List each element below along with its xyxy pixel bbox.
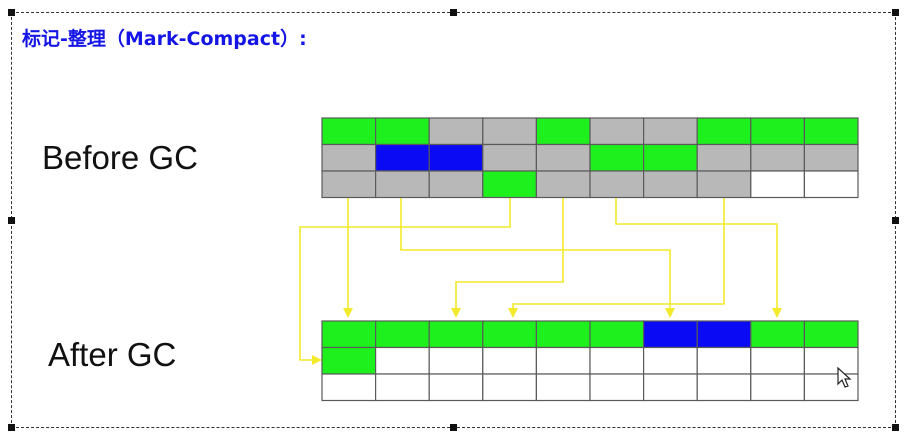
- after-cell-live: [428, 320, 484, 349]
- mouse-pointer-icon: [837, 366, 852, 388]
- before-cell-free: [803, 170, 859, 199]
- before-cell-live: [375, 117, 430, 146]
- before-cell-dead: [803, 143, 859, 172]
- before-cell-dead: [750, 143, 805, 172]
- after-cell-free: [696, 373, 752, 402]
- after-cell-live: [535, 320, 591, 349]
- before-cell-live-large: [428, 143, 484, 172]
- after-cell-free: [589, 373, 645, 402]
- after-cell-free: [482, 373, 537, 402]
- resize-handle-top-right[interactable]: [892, 9, 899, 16]
- before-cell-dead: [642, 117, 698, 146]
- resize-handle-middle-right[interactable]: [892, 217, 899, 224]
- after-cell-free: [321, 373, 377, 402]
- after-cell-free: [375, 373, 430, 402]
- after-cell-free: [482, 346, 537, 375]
- after-cell-free: [375, 346, 430, 375]
- after-cell-free: [803, 346, 859, 375]
- move-arrow-2-head: [665, 308, 675, 318]
- before-cell-dead: [428, 117, 484, 146]
- move-arrow-5-head: [772, 308, 782, 318]
- before-cell-dead: [535, 170, 591, 199]
- move-arrow-3: [299, 198, 511, 361]
- after-cell-live: [803, 320, 859, 349]
- resize-handle-bottom-left[interactable]: [8, 424, 15, 431]
- move-arrow-6-head: [508, 308, 518, 318]
- page-title: 标记-整理（Mark-Compact）:: [22, 28, 307, 50]
- before-cell-dead: [696, 170, 752, 199]
- before-cell-dead: [535, 143, 591, 172]
- after-cell-free: [535, 373, 591, 402]
- after-cell-live: [321, 320, 377, 349]
- before-cell-dead: [589, 117, 645, 146]
- before-gc-label: Before GC: [42, 139, 198, 176]
- after-cell-live-large: [696, 320, 752, 349]
- before-cell-live: [482, 170, 537, 199]
- resize-handle-middle-left[interactable]: [8, 217, 15, 224]
- before-cell-live: [750, 117, 805, 146]
- before-cell-live: [803, 117, 859, 146]
- heap-before-grid: [321, 117, 859, 199]
- after-cell-free: [428, 373, 484, 402]
- move-arrow-4: [455, 145, 564, 310]
- after-cell-live: [375, 320, 430, 349]
- move-arrow-6: [512, 145, 725, 310]
- after-cell-live: [321, 346, 377, 375]
- before-cell-live: [696, 117, 752, 146]
- after-cell-free: [589, 346, 645, 375]
- after-cell-free: [750, 373, 805, 402]
- before-cell-dead: [375, 170, 430, 199]
- before-cell-dead: [696, 143, 752, 172]
- before-cell-live-large: [375, 143, 430, 172]
- after-cell-live: [750, 320, 805, 349]
- before-cell-live: [589, 143, 645, 172]
- resize-handle-top-center[interactable]: [450, 9, 457, 16]
- before-cell-dead: [482, 143, 537, 172]
- resize-handle-bottom-center[interactable]: [450, 424, 457, 431]
- after-cell-free: [428, 346, 484, 375]
- before-cell-free: [750, 170, 805, 199]
- before-cell-dead: [321, 170, 377, 199]
- move-arrow-1-head: [343, 308, 353, 318]
- after-cell-live: [589, 320, 645, 349]
- before-cell-live: [321, 117, 377, 146]
- move-arrow-3-head: [312, 355, 322, 365]
- before-cell-dead: [589, 170, 645, 199]
- after-gc-label: After GC: [48, 336, 177, 373]
- before-cell-live: [535, 117, 591, 146]
- after-cell-free: [535, 346, 591, 375]
- move-arrow-2: [400, 172, 671, 310]
- after-cell-free: [642, 373, 698, 402]
- resize-handle-bottom-right[interactable]: [892, 424, 899, 431]
- before-cell-dead: [428, 170, 484, 199]
- heap-after-grid: [321, 320, 859, 402]
- before-cell-dead: [642, 170, 698, 199]
- before-cell-live: [642, 143, 698, 172]
- resize-handle-top-left[interactable]: [8, 9, 15, 16]
- after-cell-live: [482, 320, 537, 349]
- after-cell-live-large: [642, 320, 698, 349]
- before-cell-dead: [321, 143, 377, 172]
- after-cell-free: [642, 346, 698, 375]
- after-cell-free: [750, 346, 805, 375]
- move-arrow-4-head: [451, 308, 461, 318]
- move-arrows: [299, 145, 782, 365]
- before-cell-dead: [482, 117, 537, 146]
- after-cell-free: [696, 346, 752, 375]
